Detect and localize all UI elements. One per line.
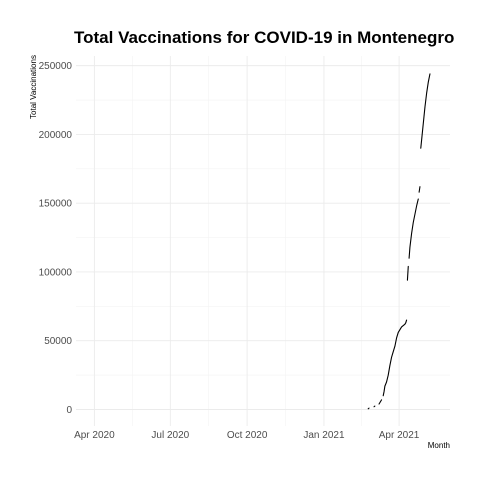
y-tick-label: 250000: [39, 61, 73, 72]
y-tick-label: 50000: [44, 336, 72, 347]
y-axis-label: Total Vaccinations: [29, 55, 38, 119]
series-line-segment: [378, 399, 383, 405]
y-tick-label: 200000: [39, 130, 73, 141]
x-tick-label: Jan 2021: [303, 430, 345, 441]
x-tick-label: Oct 2020: [227, 430, 268, 441]
y-tick-label: 0: [66, 405, 72, 416]
x-axis-label: Month: [428, 441, 450, 450]
x-tick-labels: Apr 2020 Jul 2020 Oct 2020 Jan 2021 Apr 2021: [74, 430, 420, 441]
series-line-segment: [406, 265, 409, 281]
series-line-segment: [367, 407, 370, 410]
chart-title: Total Vaccinations for COVID-19 in Monte…: [74, 28, 454, 47]
grid-lines: [76, 56, 450, 426]
x-tick-label: Jul 2020: [151, 430, 189, 441]
y-tick-label: 150000: [39, 199, 73, 210]
x-tick-label: Apr 2021: [379, 430, 420, 441]
series-line-segment: [382, 319, 408, 397]
series-line-segment: [373, 405, 376, 408]
series-line-segment: [420, 73, 431, 149]
y-tick-label: 100000: [39, 267, 73, 278]
series-group: [367, 73, 431, 410]
series-line-segment: [408, 198, 419, 259]
x-tick-label: Apr 2020: [74, 430, 115, 441]
series-line-segment: [418, 186, 421, 193]
y-tick-labels: 0 50000 100000 150000 200000 250000: [39, 61, 73, 416]
